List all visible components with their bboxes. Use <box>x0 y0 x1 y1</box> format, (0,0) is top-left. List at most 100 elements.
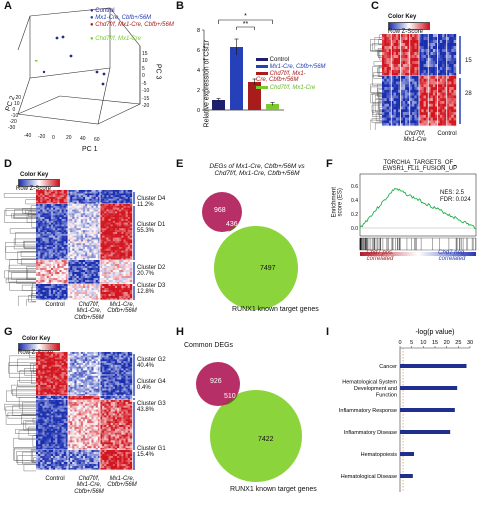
heatmap-cell <box>416 92 420 96</box>
heatmap-cell <box>74 224 77 227</box>
heatmap-cell <box>44 222 47 225</box>
heatmap-cell <box>95 200 99 203</box>
heatmap-cell <box>59 202 62 205</box>
heatmap-cell <box>405 117 408 121</box>
heatmap-cell <box>382 109 385 113</box>
heatmap-cell <box>36 375 39 378</box>
heatmap-cell <box>453 64 457 68</box>
heatmap-cell <box>89 202 92 205</box>
heatmap-cell <box>87 357 90 360</box>
heatmap-cell <box>57 197 60 199</box>
heatmap-cell <box>400 67 404 71</box>
heatmap-cell <box>70 372 73 375</box>
heatmap-cell <box>38 218 41 221</box>
heatmap-cell <box>91 284 94 287</box>
heatmap-cell <box>65 237 69 240</box>
heatmap-cell <box>44 224 47 227</box>
heatmap-cell <box>414 52 417 56</box>
heatmap-cell <box>100 237 103 240</box>
heatmap-cell <box>388 109 392 113</box>
heatmap-cell <box>127 374 131 377</box>
heatmap-cell <box>102 237 105 240</box>
heatmap-cell <box>65 258 69 261</box>
heatmap-cell <box>46 195 49 198</box>
heatmap-cell <box>112 245 116 248</box>
heatmap-cell <box>430 37 434 41</box>
heatmap-cell <box>50 256 54 259</box>
heatmap-cell <box>91 243 94 246</box>
heatmap-cell <box>46 286 49 289</box>
heatmap-cell <box>46 224 49 227</box>
heatmap-cell <box>68 394 71 397</box>
heatmap-cell <box>46 215 49 218</box>
heatmap-cell <box>44 282 47 285</box>
heatmap-cell <box>104 233 107 236</box>
heatmap-cell <box>63 370 67 373</box>
heatmap-cell <box>85 241 88 244</box>
heatmap-cell <box>106 241 109 244</box>
heatmap-cell <box>117 392 120 395</box>
heatmap-cell <box>63 193 67 196</box>
heatmap-cell <box>416 37 420 41</box>
heatmap-cell <box>38 256 41 259</box>
heatmap-cell <box>61 284 64 287</box>
heatmap-cell <box>110 258 113 261</box>
heatmap-cell <box>405 109 408 113</box>
heatmap-cell <box>414 37 417 41</box>
heatmap-cell <box>65 197 69 199</box>
heatmap-cell <box>123 288 126 291</box>
heatmap-cell <box>63 237 67 240</box>
heatmap-cell <box>398 123 401 127</box>
heatmap-cell <box>85 370 88 373</box>
heatmap-cell <box>93 200 96 203</box>
heatmap-cell <box>451 101 454 104</box>
heatmap-cell <box>76 245 79 248</box>
heatmap-cell <box>91 353 94 356</box>
heatmap-cell <box>44 207 47 210</box>
heatmap-cell <box>439 109 443 113</box>
heatmap-cell <box>95 245 99 248</box>
heatmap-cell <box>74 198 77 201</box>
heatmap-cell <box>38 252 41 255</box>
heatmap-cell <box>117 379 120 382</box>
heatmap-cell <box>100 224 103 227</box>
heatmap-c-key-title: Color Key <box>388 14 417 20</box>
heatmap-cell <box>82 222 86 225</box>
heatmap-cell <box>384 43 387 47</box>
heatmap-cell <box>36 396 39 399</box>
heatmap-cell <box>428 117 431 121</box>
heatmap-cell <box>76 260 79 263</box>
heatmap-cell <box>117 274 120 277</box>
heatmap-cell <box>112 298 116 301</box>
heatmap-cell <box>89 290 92 293</box>
heatmap-cell <box>38 392 41 395</box>
heatmap-cell <box>439 112 443 116</box>
heatmap-cell <box>112 220 116 223</box>
heatmap-cell <box>72 280 75 283</box>
heatmap-cell <box>40 256 43 259</box>
heatmap-cell <box>53 352 56 355</box>
heatmap-cell <box>100 366 103 369</box>
heatmap-cell <box>102 205 105 208</box>
heatmap-cell <box>409 92 413 96</box>
heatmap-cell <box>384 37 387 41</box>
heatmap-cell <box>72 272 75 275</box>
heatmap-cell <box>48 262 52 265</box>
heatmap-cell <box>76 366 79 369</box>
heatmap-cell <box>42 361 45 364</box>
heatmap-cell <box>82 217 86 220</box>
heatmap-cell <box>72 357 75 360</box>
heatmap-cell <box>36 230 39 233</box>
heatmap-cell <box>405 92 408 96</box>
heatmap-cell <box>110 377 113 380</box>
heatmap-cell <box>123 222 126 225</box>
heatmap-cell <box>61 218 64 221</box>
heatmap-cell <box>100 230 103 233</box>
heatmap-cell <box>95 398 99 401</box>
heatmap-cell <box>108 226 111 229</box>
heatmap-cell <box>48 254 52 257</box>
heatmap-cell <box>46 266 49 269</box>
heatmap-cell <box>400 87 404 91</box>
heatmap-cell <box>121 218 124 221</box>
heatmap-cell <box>63 256 67 259</box>
